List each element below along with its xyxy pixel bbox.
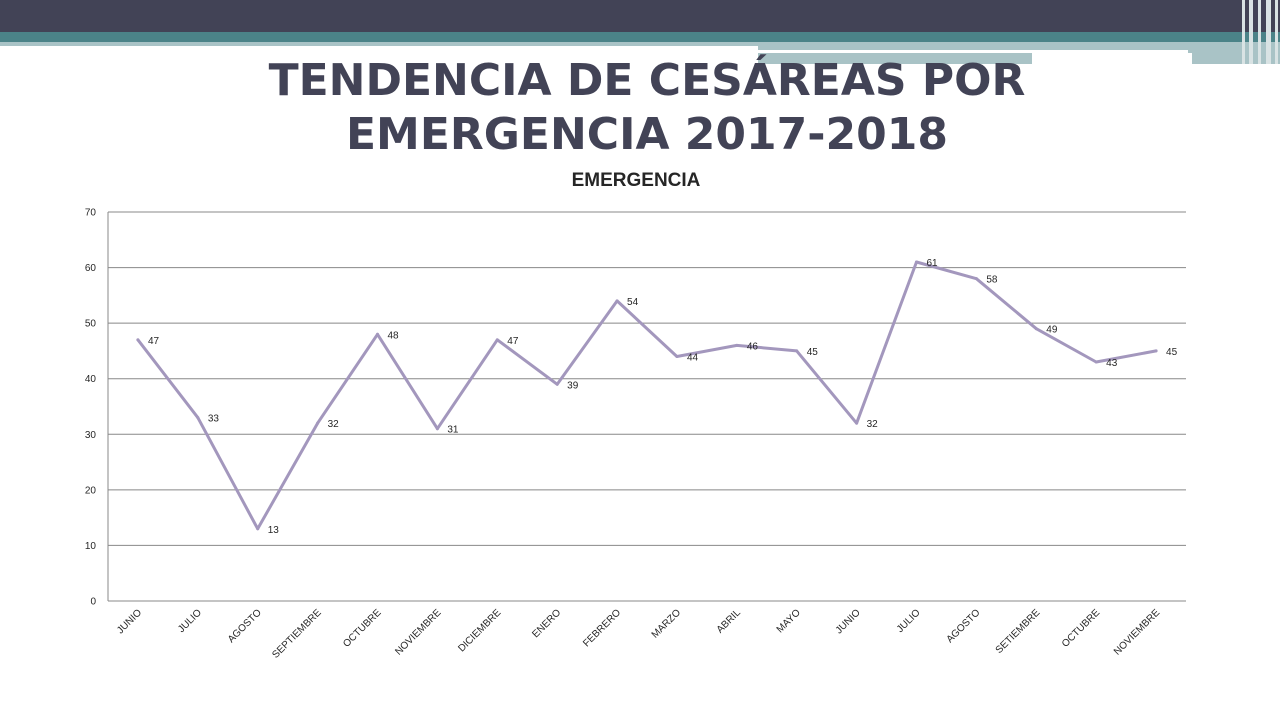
data-point (1094, 360, 1098, 364)
data-label: 39 (567, 380, 579, 391)
x-tick-label: OCTUBRE (1060, 607, 1103, 650)
data-point (855, 421, 859, 425)
corner-stripes-decoration (1240, 0, 1280, 64)
x-tick-label: SETIEMBRE (994, 607, 1043, 656)
y-tick-label: 20 (85, 485, 97, 496)
data-label: 61 (927, 258, 939, 269)
data-point (615, 299, 619, 303)
data-label: 44 (687, 352, 699, 363)
data-point (974, 277, 978, 281)
x-tick-label: DICIEMBRE (456, 607, 503, 654)
x-tick-label: FEBRERO (581, 607, 623, 649)
x-tick-label: MAYO (775, 607, 803, 635)
y-tick-label: 50 (85, 319, 97, 330)
data-label: 45 (1166, 347, 1178, 358)
data-point (376, 332, 379, 336)
data-point (316, 421, 320, 425)
y-tick-label: 0 (90, 597, 96, 608)
y-tick-label: 40 (85, 374, 97, 385)
data-label: 43 (1106, 358, 1118, 369)
header-light-band (0, 42, 758, 46)
x-tick-label: OCTUBRE (341, 607, 384, 650)
x-tick-label: JUNIO (115, 607, 144, 636)
x-tick-label: MARZO (650, 607, 683, 640)
y-tick-label: 70 (85, 208, 97, 219)
chart-title: EMERGENCIA (571, 170, 701, 191)
y-tick-label: 30 (85, 430, 97, 441)
y-tick-label: 60 (85, 263, 97, 274)
data-point (495, 338, 499, 342)
data-point (555, 382, 559, 386)
data-point (1154, 349, 1158, 353)
x-tick-label: ABRIL (715, 607, 744, 636)
data-label: 47 (507, 336, 519, 347)
slide-title-line-1: TENDENCIA DE CESÁREAS POR (268, 55, 1026, 106)
data-label: 33 (208, 414, 220, 425)
data-label: 45 (807, 347, 819, 358)
data-point (136, 338, 140, 342)
data-label: 31 (447, 425, 459, 436)
header-dark-bar (0, 0, 1280, 32)
data-point (256, 527, 260, 531)
header-right-line (758, 50, 1188, 53)
data-point (735, 343, 739, 347)
slide-title: TENDENCIA DE CESÁREAS POR EMERGENCIA 201… (260, 54, 1034, 162)
x-tick-label: SEPTIEMBRE (270, 607, 324, 661)
data-point (196, 416, 200, 420)
x-tick-label: NOVIEMBRE (393, 607, 443, 657)
x-tick-label: AGOSTO (226, 607, 264, 645)
data-point (1034, 327, 1038, 331)
x-tick-label: NOVIEMBRE (1112, 607, 1162, 657)
data-label: 46 (747, 341, 759, 352)
header-right-cut (1032, 53, 1192, 64)
y-tick-label: 10 (85, 541, 97, 552)
x-tick-label: JUNIO (834, 607, 863, 636)
data-label: 32 (328, 419, 340, 430)
data-label: 58 (986, 275, 998, 286)
data-point (675, 354, 679, 358)
data-label: 32 (867, 419, 879, 430)
x-tick-label: ENERO (530, 607, 563, 640)
series-line (136, 260, 1158, 531)
data-label: 13 (268, 525, 280, 536)
data-point (435, 427, 439, 431)
header-teal-band (0, 32, 1280, 42)
data-label: 54 (627, 297, 639, 308)
x-tick-label: JULIO (176, 607, 204, 635)
data-label: 48 (388, 330, 400, 341)
x-tick-label: JULIO (895, 607, 923, 635)
data-label: 49 (1046, 325, 1058, 336)
data-point (795, 349, 799, 353)
slide-title-line-2: EMERGENCIA 2017-2018 (346, 109, 948, 160)
data-label: 47 (148, 336, 160, 347)
data-point (915, 260, 918, 264)
x-tick-label: AGOSTO (945, 607, 983, 645)
